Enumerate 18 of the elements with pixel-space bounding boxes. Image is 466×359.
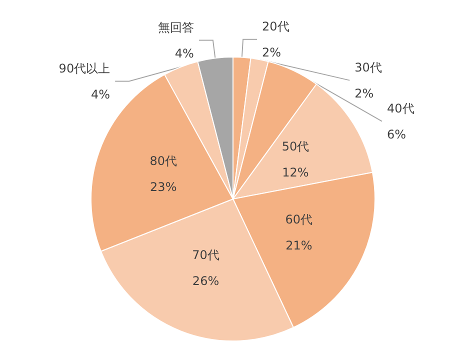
data-label: 4% — [91, 87, 110, 102]
slice-label: 80代 — [150, 154, 178, 168]
slice-label: 50代 — [282, 139, 310, 154]
data-label: 12% — [282, 165, 309, 180]
slice-label: 70代 — [192, 248, 220, 262]
slice-label: 無回答 — [158, 20, 194, 34]
slice-label: 20代 — [262, 19, 290, 34]
data-label: 23% — [150, 180, 177, 194]
slice-label: 40代 — [386, 101, 414, 116]
data-label: 26% — [192, 274, 220, 288]
slice-label: 60代 — [285, 212, 313, 227]
data-label: 6% — [386, 127, 406, 142]
slice-label: 90代以上 — [58, 61, 110, 76]
slice-label: 30代 — [354, 60, 382, 74]
data-label: 21% — [286, 238, 312, 253]
data-label: 2% — [262, 45, 282, 60]
data-label: 2% — [354, 86, 374, 100]
data-label: 4% — [174, 46, 194, 60]
